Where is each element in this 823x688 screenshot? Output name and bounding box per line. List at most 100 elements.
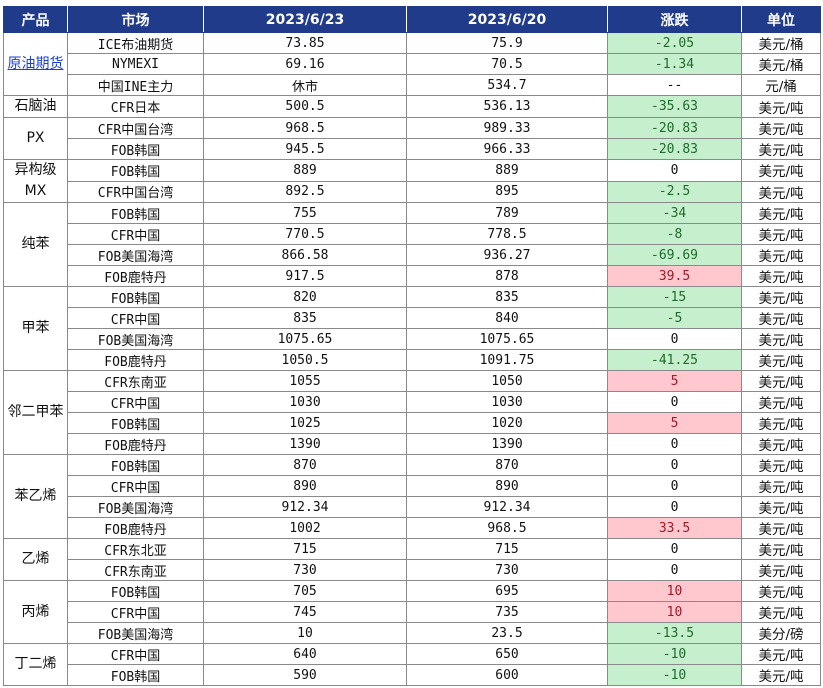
price-current-cell: 69.16: [203, 53, 407, 75]
price-previous-cell: 936.27: [406, 244, 608, 266]
market-cell: FOB鹿特丹: [67, 433, 204, 455]
price-previous-cell: 1091.75: [406, 349, 608, 371]
market-cell: FOB韩国: [67, 159, 204, 182]
table-row: PX CFR中国台湾 968.5 989.33 -20.83 美元/吨: [3, 117, 821, 160]
price-previous-cell: 70.5: [406, 53, 608, 75]
unit-cell: 美元/桶: [741, 32, 821, 54]
price-current-cell: 745: [203, 601, 407, 623]
table-row: 中国INE主力 休市 534.7 -- 元/桶: [4, 74, 821, 96]
price-previous-cell: 789: [406, 202, 608, 224]
price-current-cell: 1390: [203, 433, 407, 455]
market-cell: FOB鹿特丹: [67, 265, 204, 287]
change-cell: 0: [607, 391, 742, 413]
table-row: CFR中国 770.5 778.5 -8 美元/吨: [4, 223, 821, 245]
unit-cell: 美元/吨: [741, 517, 821, 539]
price-previous-cell: 730: [406, 559, 608, 581]
price-current-cell: 590: [203, 664, 407, 686]
unit-cell: 美元/吨: [741, 412, 821, 434]
price-current-cell: 770.5: [203, 223, 407, 245]
table-row: FOB韩国 1025 1020 5 美元/吨: [4, 412, 821, 434]
price-current-cell: 1075.65: [203, 328, 407, 350]
price-current-cell: 866.58: [203, 244, 407, 266]
table-row: CFR中国 1030 1030 0 美元/吨: [4, 391, 821, 413]
price-current-cell: 休市: [203, 74, 407, 96]
price-current-cell: 890: [203, 475, 407, 497]
header-date-previous: 2023/6/20: [406, 6, 608, 33]
market-cell: CFR中国台湾: [67, 180, 204, 203]
price-previous-cell: 536.13: [406, 95, 608, 118]
price-previous-cell: 870: [406, 454, 608, 476]
unit-cell: 美元/吨: [741, 433, 821, 455]
market-cell: CFR中国: [67, 223, 204, 245]
unit-cell: 美元/吨: [741, 454, 821, 476]
table-row: FOB鹿特丹 917.5 878 39.5 美元/吨: [4, 265, 821, 287]
price-current-cell: 1030: [203, 391, 407, 413]
price-previous-cell: 778.5: [406, 223, 608, 245]
unit-cell: 美元/吨: [741, 286, 821, 308]
change-cell: -2.05: [607, 32, 742, 54]
change-cell: -35.63: [607, 95, 742, 118]
unit-cell: 美元/吨: [741, 559, 821, 581]
table-row: 原油期货 ICE布油期货 73.85 75.9 -2.05 美元/桶: [3, 32, 821, 96]
change-cell: 10: [607, 601, 742, 623]
market-cell: CFR东南亚: [67, 370, 204, 392]
change-cell: -69.69: [607, 244, 742, 266]
market-cell: FOB韩国: [67, 454, 204, 476]
market-cell: CFR中国: [67, 475, 204, 497]
price-previous-cell: 912.34: [406, 496, 608, 518]
change-cell: -2.5: [607, 180, 742, 203]
change-cell: 0: [607, 538, 742, 560]
header-product: 产品: [3, 6, 68, 33]
table-row: FOB美国海湾 1075.65 1075.65 0 美元/吨: [4, 328, 821, 350]
market-cell: FOB美国海湾: [67, 244, 204, 266]
unit-cell: 美元/吨: [741, 328, 821, 350]
unit-cell: 美元/吨: [741, 643, 821, 665]
unit-cell: 美元/桶: [741, 53, 821, 75]
product-link[interactable]: 原油期货: [3, 32, 68, 96]
table-row: 乙烯 CFR东北亚 715 715 0 美元/吨: [3, 538, 821, 581]
table-row: FOB韩国 590 600 -10 美元/吨: [4, 664, 821, 686]
price-previous-cell: 968.5: [406, 517, 608, 539]
unit-cell: 美元/吨: [741, 475, 821, 497]
price-previous-cell: 75.9: [406, 32, 608, 54]
unit-cell: 美元/吨: [741, 180, 821, 203]
market-cell: FOB韩国: [67, 138, 204, 160]
unit-cell: 美元/吨: [741, 349, 821, 371]
price-previous-cell: 23.5: [406, 622, 608, 644]
product-cell: 乙烯: [3, 538, 68, 581]
price-current-cell: 835: [203, 307, 407, 329]
price-previous-cell: 715: [406, 538, 608, 560]
change-cell: 0: [607, 559, 742, 581]
unit-cell: 美元/吨: [741, 370, 821, 392]
price-previous-cell: 1030: [406, 391, 608, 413]
market-cell: CFR中国: [67, 307, 204, 329]
price-previous-cell: 895: [406, 180, 608, 203]
table-row: 甲苯 FOB韩国 820 835 -15 美元/吨: [3, 286, 821, 371]
change-cell: -15: [607, 286, 742, 308]
price-table: 产品 市场 2023/6/23 2023/6/20 涨跌 单位 原油期货 ICE布…: [3, 6, 821, 686]
change-cell: 0: [607, 475, 742, 497]
table-row: 纯苯 FOB韩国 755 789 -34 美元/吨: [3, 202, 821, 287]
unit-cell: 美元/吨: [741, 138, 821, 160]
change-cell: -20.83: [607, 138, 742, 160]
unit-cell: 美元/吨: [741, 95, 821, 118]
product-cell: PX: [3, 117, 68, 160]
header-date-current: 2023/6/23: [203, 6, 407, 33]
price-previous-cell: 835: [406, 286, 608, 308]
price-current-cell: 968.5: [203, 117, 407, 139]
unit-cell: 美元/吨: [741, 265, 821, 287]
table-row: NYMEXI 69.16 70.5 -1.34 美元/桶: [4, 53, 821, 75]
price-previous-cell: 650: [406, 643, 608, 665]
table-row: FOB美国海湾 10 23.5 -13.5 美分/磅: [4, 622, 821, 644]
price-current-cell: 730: [203, 559, 407, 581]
price-previous-cell: 840: [406, 307, 608, 329]
change-cell: 0: [607, 433, 742, 455]
price-previous-cell: 695: [406, 580, 608, 602]
price-previous-cell: 1020: [406, 412, 608, 434]
header-unit: 单位: [741, 6, 821, 33]
table-row: FOB美国海湾 866.58 936.27 -69.69 美元/吨: [4, 244, 821, 266]
price-previous-cell: 890: [406, 475, 608, 497]
price-current-cell: 917.5: [203, 265, 407, 287]
price-current-cell: 1055: [203, 370, 407, 392]
table-row: 异构级MX FOB韩国 889 889 0 美元/吨: [3, 159, 821, 203]
